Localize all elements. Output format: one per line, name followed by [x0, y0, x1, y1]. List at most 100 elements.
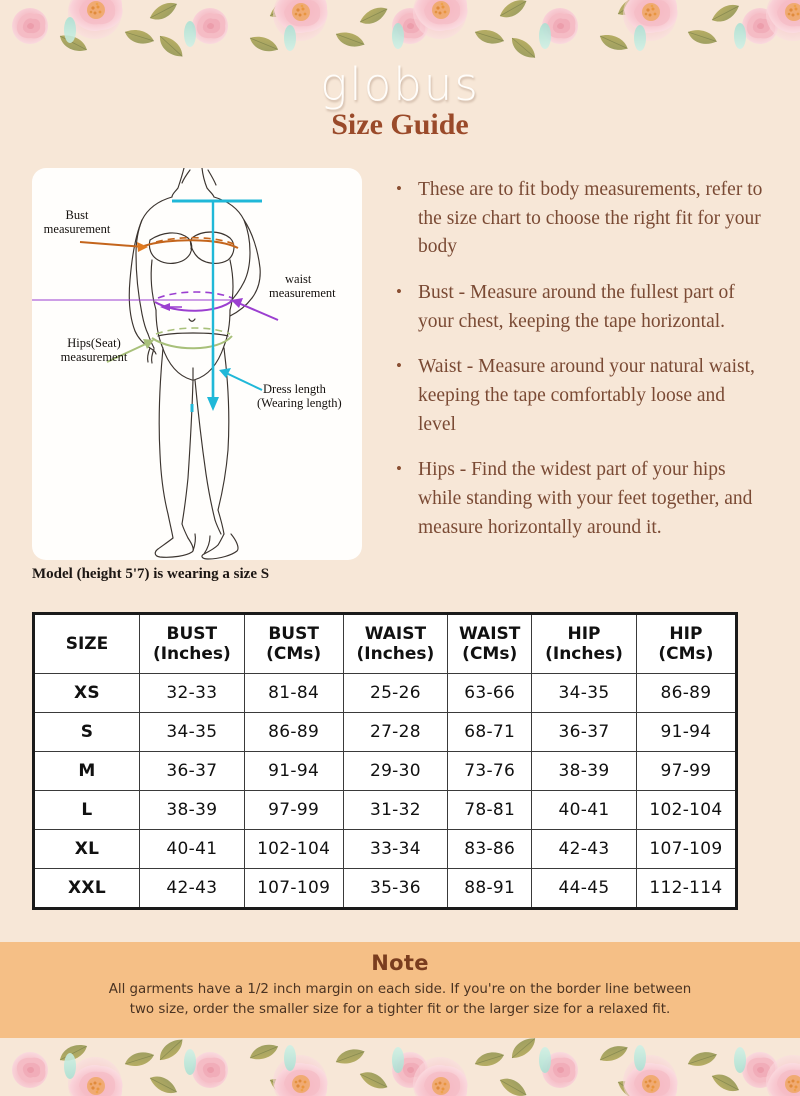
floral-svg-top	[12, 0, 800, 60]
list-item: • Bust - Measure around the fullest part…	[396, 279, 766, 336]
cell-waist-cms: 83-86	[447, 829, 533, 870]
cell-waist-cms: 88-91	[447, 868, 533, 910]
body-diagram-svg: Bust measurement waist measurement Hips(…	[32, 168, 342, 560]
cell-size: M	[33, 751, 140, 792]
cell-hip-inches: 44-45	[531, 868, 637, 910]
cell-bust-inches: 36-37	[139, 751, 245, 792]
cell-hip-cms: 91-94	[635, 712, 738, 753]
cell-bust-inches: 40-41	[139, 829, 245, 870]
bullet-dot-icon: •	[396, 459, 402, 479]
model-caption: Model (height 5'7) is wearing a size S	[32, 566, 270, 582]
bust-label-line2: measurement	[44, 222, 111, 236]
cell-hip-inches: 34-35	[531, 673, 637, 714]
header-line-1: WAIST	[364, 624, 427, 644]
floral-svg-bottom	[12, 1036, 800, 1096]
header-line-2: (Inches)	[356, 644, 435, 665]
cell-waist-inches: 25-26	[342, 673, 449, 714]
cell-bust-cms: 86-89	[243, 712, 344, 753]
cell-bust-inches: 42-43	[139, 868, 245, 910]
header-line-2: (CMs)	[658, 644, 714, 665]
table-row: M 36-37 91-94 29-30 73-76 38-39 97-99	[33, 751, 738, 792]
dress-label-line2: (Wearing length)	[257, 396, 342, 410]
list-item: • Waist - Measure around your natural wa…	[396, 353, 766, 439]
waist-label-line2: measurement	[269, 286, 336, 300]
page-title: Size Guide	[331, 108, 469, 141]
column-header-size: SIZE	[33, 612, 140, 675]
header-line-1: BUST	[268, 624, 319, 644]
hips-measurement-indicator	[106, 327, 233, 363]
dress-length-indicator	[172, 199, 263, 412]
cell-waist-inches: 31-32	[342, 790, 449, 831]
cell-hip-inches: 36-37	[531, 712, 637, 753]
bullet-text: Waist - Measure around your natural wais…	[418, 356, 755, 435]
bullet-dot-icon: •	[396, 179, 402, 198]
cell-hip-cms: 107-109	[635, 829, 738, 870]
header-line-1: SIZE	[65, 634, 109, 655]
cell-waist-cms: 78-81	[447, 790, 533, 831]
cell-size: XL	[33, 829, 140, 870]
hips-label-line2: measurement	[61, 350, 128, 364]
header-line-2: (CMs)	[266, 644, 322, 665]
bust-measurement-indicator	[79, 236, 239, 252]
note-section: Note All garments have a 1/2 inch margin…	[0, 942, 800, 1038]
column-header-hip-cms: HIP (CMs)	[635, 612, 738, 675]
waist-label-line1: waist	[285, 272, 312, 286]
cell-waist-inches: 29-30	[342, 751, 449, 792]
column-header-bust-inches: BUST (Inches)	[139, 612, 245, 675]
bullet-dot-icon: •	[396, 281, 402, 301]
table-header-row: SIZE BUST (Inches) BUST (CMs) WAIST (Inc…	[33, 612, 738, 675]
note-body-line2: two size, order the smaller size for a t…	[129, 1002, 671, 1018]
cell-waist-inches: 27-28	[342, 712, 449, 753]
hips-label-line1: Hips(Seat)	[67, 336, 120, 350]
size-chart-table: SIZE BUST (Inches) BUST (CMs) WAIST (Inc…	[32, 612, 738, 911]
header-line-1: WAIST	[459, 624, 521, 644]
header-line-1: HIP	[669, 624, 703, 644]
cell-bust-cms: 97-99	[243, 790, 344, 831]
cell-hip-cms: 112-114	[635, 868, 738, 910]
header-line-1: HIP	[567, 624, 601, 644]
cell-size: XXL	[33, 868, 140, 910]
note-title: Note	[371, 951, 429, 975]
table-row: L 38-39 97-99 31-32 78-81 40-41 102-104	[33, 790, 738, 831]
table-row: XS 32-33 81-84 25-26 63-66 34-35 86-89	[33, 673, 738, 714]
cell-size: L	[33, 790, 140, 831]
waist-measurement-indicator	[32, 291, 279, 321]
cell-size: S	[33, 712, 140, 753]
cell-bust-inches: 38-39	[139, 790, 245, 831]
cell-hip-cms: 86-89	[635, 673, 738, 714]
body-outline	[128, 168, 261, 560]
column-header-bust-cms: BUST (CMs)	[243, 612, 344, 675]
bust-label-line1: Bust	[66, 208, 89, 222]
column-header-hip-inches: HIP (Inches)	[531, 612, 637, 675]
column-header-waist-cms: WAIST (CMs)	[447, 612, 533, 675]
cell-waist-cms: 73-76	[447, 751, 533, 792]
bullet-text: These are to fit body measurements, refe…	[418, 179, 763, 258]
dress-label-line1: Dress length	[263, 382, 327, 396]
cell-bust-inches: 32-33	[139, 673, 245, 714]
header-line-2: (Inches)	[545, 644, 623, 665]
cell-hip-inches: 40-41	[531, 790, 637, 831]
header-line-1: BUST	[166, 624, 218, 644]
measurement-instructions: • These are to fit body measurements, re…	[396, 176, 766, 559]
list-item: • These are to fit body measurements, re…	[396, 176, 766, 262]
cell-hip-inches: 38-39	[531, 751, 637, 792]
table-body: XS 32-33 81-84 25-26 63-66 34-35 86-89 S…	[33, 673, 738, 910]
cell-bust-cms: 81-84	[243, 673, 344, 714]
header-line-2: (CMs)	[462, 644, 518, 665]
cell-bust-inches: 34-35	[139, 712, 245, 753]
floral-border-bottom	[0, 1036, 800, 1096]
cell-bust-cms: 102-104	[243, 829, 344, 870]
cell-hip-cms: 97-99	[635, 751, 738, 792]
cell-hip-cms: 102-104	[635, 790, 738, 831]
cell-waist-cms: 68-71	[447, 712, 533, 753]
column-header-waist-inches: WAIST (Inches)	[342, 612, 449, 675]
brand-logo: globus	[320, 58, 480, 111]
header-line-2: (Inches)	[152, 644, 231, 665]
cell-waist-cms: 63-66	[447, 673, 533, 714]
cell-waist-inches: 35-36	[342, 868, 449, 910]
floral-border-top	[0, 0, 800, 60]
bullet-dot-icon: •	[396, 356, 402, 376]
cell-hip-inches: 42-43	[531, 829, 637, 870]
table-row: XXL 42-43 107-109 35-36 88-91 44-45 112-…	[33, 868, 738, 910]
bullet-text: Hips - Find the widest part of your hips…	[418, 459, 753, 538]
